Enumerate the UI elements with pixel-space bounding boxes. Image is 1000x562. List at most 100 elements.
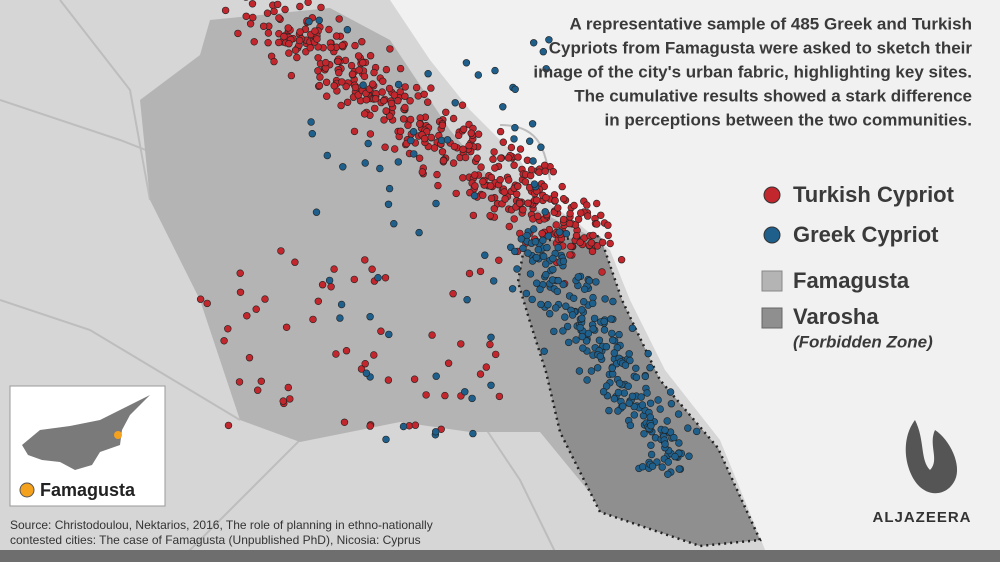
sketch-point xyxy=(465,141,473,150)
sketch-point xyxy=(670,433,678,442)
sketch-point xyxy=(323,92,331,100)
sketch-point xyxy=(304,0,312,6)
sketch-point xyxy=(595,336,604,344)
sketch-point xyxy=(385,184,394,193)
sketch-point xyxy=(524,249,532,257)
sketch-point xyxy=(542,65,550,73)
sketch-point xyxy=(570,201,578,210)
sketch-point xyxy=(589,325,597,333)
sketch-point xyxy=(441,391,449,400)
sketch-point xyxy=(562,302,570,310)
sketch-point xyxy=(358,37,366,46)
sketch-point xyxy=(327,283,335,291)
sketch-point xyxy=(606,239,614,248)
sketch-point xyxy=(427,133,435,142)
sketch-point xyxy=(250,38,258,46)
sketch-point xyxy=(550,327,558,336)
sketch-point xyxy=(307,118,315,126)
sketch-point xyxy=(529,157,537,165)
sketch-point xyxy=(224,421,233,430)
sketch-point xyxy=(572,336,580,344)
sketch-point xyxy=(280,32,288,41)
sketch-point xyxy=(608,329,616,338)
sketch-point xyxy=(685,452,693,460)
sketch-point xyxy=(348,70,357,79)
sketch-point xyxy=(532,196,541,204)
sketch-point xyxy=(626,421,635,430)
sketch-point xyxy=(275,14,283,22)
sketch-point xyxy=(384,376,393,384)
sketch-point xyxy=(360,110,369,118)
sketch-point xyxy=(492,350,500,359)
sketch-point xyxy=(415,228,423,237)
sketch-point xyxy=(414,92,422,100)
sketch-point xyxy=(528,120,537,128)
sketch-point xyxy=(559,257,568,265)
sketch-point xyxy=(575,367,584,375)
sketch-point xyxy=(630,402,638,411)
sketch-point xyxy=(579,298,588,306)
sketch-point xyxy=(317,3,325,12)
sketch-point xyxy=(295,36,304,45)
sketch-point xyxy=(625,399,633,407)
sketch-point xyxy=(391,145,399,153)
sketch-point xyxy=(510,215,518,223)
sketch-point xyxy=(508,285,517,293)
sketch-point xyxy=(554,276,562,285)
sketch-point xyxy=(476,370,485,378)
sketch-point xyxy=(615,379,624,387)
sketch-point xyxy=(378,88,386,96)
sketch-point xyxy=(628,324,637,332)
sketch-point xyxy=(474,71,482,79)
sketch-point xyxy=(551,304,560,312)
sketch-point xyxy=(449,114,458,123)
sketch-point xyxy=(424,69,432,78)
sketch-point xyxy=(614,388,623,397)
sketch-point xyxy=(291,258,299,266)
sketch-point xyxy=(526,270,535,278)
sketch-point xyxy=(542,271,550,279)
sketch-point xyxy=(432,199,440,208)
sketch-point xyxy=(559,280,567,289)
description-line: image of the city's urban fabric, highli… xyxy=(533,62,972,81)
sketch-point xyxy=(252,305,260,313)
sketch-point xyxy=(381,143,389,151)
sketch-point xyxy=(270,7,278,16)
sketch-point xyxy=(439,157,448,165)
sketch-point xyxy=(666,388,675,396)
sketch-point xyxy=(416,120,424,128)
sketch-point xyxy=(354,52,363,60)
sketch-point xyxy=(242,12,250,20)
sketch-point xyxy=(323,151,331,160)
sketch-point xyxy=(610,395,618,403)
sketch-point xyxy=(605,406,613,415)
sketch-point xyxy=(663,417,671,425)
sketch-point xyxy=(396,127,405,136)
sketch-point xyxy=(604,231,612,240)
sketch-point xyxy=(640,430,648,438)
sketch-point xyxy=(306,44,314,52)
sketch-point xyxy=(527,165,536,174)
sketch-point xyxy=(259,22,268,30)
sketch-point xyxy=(285,49,293,57)
sketch-point xyxy=(430,144,439,152)
sketch-point xyxy=(449,159,458,167)
sketch-point xyxy=(615,330,623,339)
sketch-point xyxy=(515,199,524,208)
sketch-point xyxy=(553,287,562,296)
sketch-point xyxy=(519,206,527,214)
sketch-point xyxy=(281,5,289,14)
sketch-point xyxy=(361,360,369,368)
sketch-point xyxy=(477,163,485,171)
sketch-point xyxy=(574,273,582,281)
sketch-point xyxy=(409,128,418,136)
sketch-point xyxy=(555,228,564,236)
sketch-point xyxy=(486,212,494,220)
sketch-point xyxy=(574,215,583,224)
sketch-point xyxy=(614,407,622,415)
logo-text: ALJAZEERA xyxy=(872,509,971,526)
logo-mark xyxy=(905,420,958,494)
sketch-point xyxy=(327,43,335,52)
sketch-point xyxy=(351,41,359,50)
sketch-point xyxy=(521,178,530,186)
